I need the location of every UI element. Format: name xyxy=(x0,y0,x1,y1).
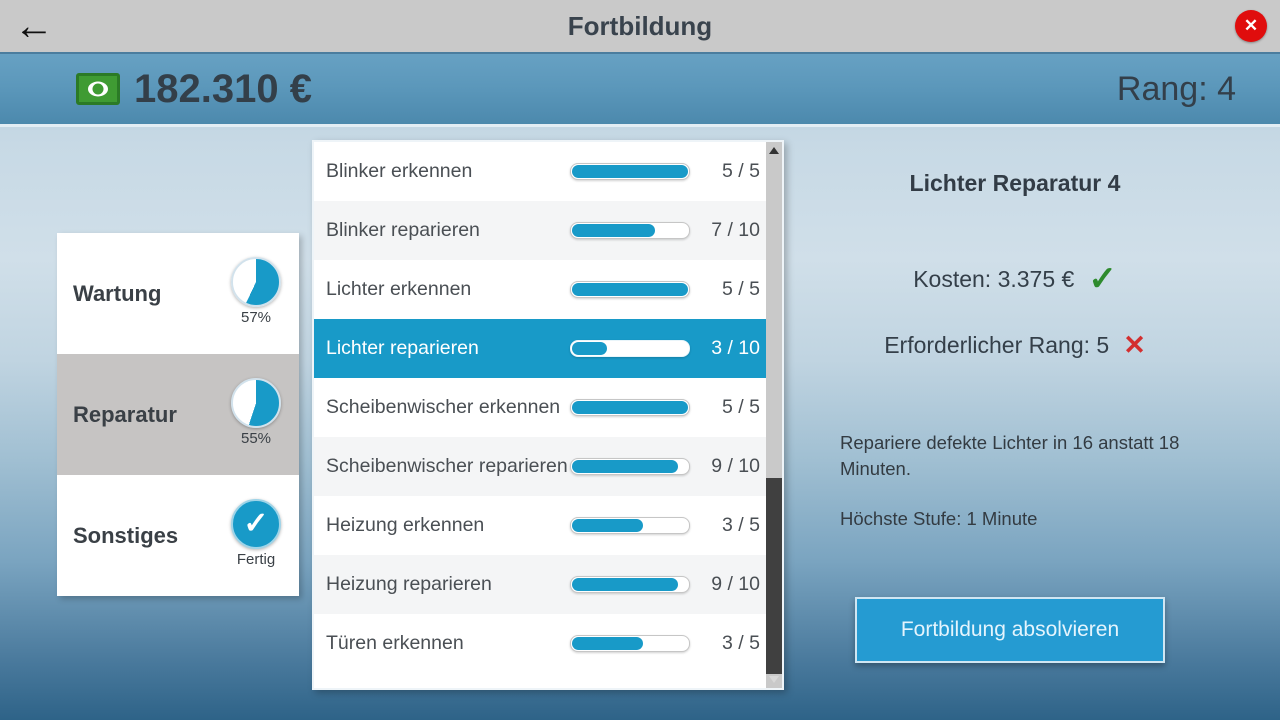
scrollbar-thumb[interactable] xyxy=(766,478,782,674)
category-label: Sonstiges xyxy=(73,522,179,548)
skill-row[interactable]: Scheibenwischer erkennen 5 / 5 xyxy=(314,378,766,437)
category-progress-caption: 55% xyxy=(240,430,272,447)
skill-row[interactable]: Scheibenwischer reparieren 9 / 10 xyxy=(314,437,766,496)
status-bar: 182.310 € Rang: 4 xyxy=(0,52,1280,127)
cost-line: Kosten: 3.375 € ✓ xyxy=(820,262,1210,296)
skill-label: Lichter erkennen xyxy=(326,278,472,300)
skill-progress-fill xyxy=(572,283,688,296)
skill-progress-fill xyxy=(572,460,679,473)
skill-progressbar xyxy=(570,399,690,416)
close-icon: ✕ xyxy=(1243,16,1259,35)
skill-fraction: 3 / 5 xyxy=(722,514,760,536)
skill-progressbar xyxy=(570,635,690,652)
skill-fraction: 7 / 10 xyxy=(711,219,760,241)
skill-label: Heizung reparieren xyxy=(326,573,492,595)
category-reparatur[interactable]: Reparatur 55% xyxy=(57,354,299,475)
max-level-text: Höchste Stufe: 1 Minute xyxy=(840,508,1038,529)
skill-progressbar xyxy=(570,517,690,534)
complete-training-button[interactable]: Fortbildung absolvieren xyxy=(855,597,1165,663)
category-progress-caption: 57% xyxy=(240,309,272,326)
skill-fraction: 3 / 5 xyxy=(722,632,760,654)
skill-row[interactable]: Lichter erkennen 5 / 5 xyxy=(314,260,766,319)
skill-fraction: 5 / 5 xyxy=(722,278,760,300)
skill-progress-fill xyxy=(572,401,688,414)
category-label: Reparatur xyxy=(73,401,177,427)
skill-progress-fill xyxy=(572,578,679,591)
skill-label: Blinker erkennen xyxy=(326,160,473,182)
back-button[interactable]: ← xyxy=(10,2,58,50)
money-icon xyxy=(76,73,120,105)
skill-progressbar xyxy=(570,163,690,180)
skill-progress-fill xyxy=(572,519,643,532)
skill-list-panel: Blinker erkennen 5 / 5 Blinker repariere… xyxy=(312,140,784,690)
check-icon: ✓ xyxy=(1088,260,1117,298)
rank-requirement-label: Erforderlicher Rang: 5 xyxy=(884,332,1110,358)
skill-progressbar xyxy=(570,281,690,298)
complete-training-label: Fortbildung absolvieren xyxy=(900,618,1120,641)
title-bar: ← Fortbildung ✕ xyxy=(0,0,1280,52)
skill-progressbar xyxy=(570,576,690,593)
skill-row[interactable]: Heizung erkennen 3 / 5 xyxy=(314,496,766,555)
skill-fraction: 5 / 5 xyxy=(722,396,760,418)
window-title: Fortbildung xyxy=(567,10,713,41)
skill-row[interactable]: Blinker erkennen 5 / 5 xyxy=(314,142,766,201)
scrollbar[interactable] xyxy=(766,142,782,688)
category-sidebar: Wartung 57% Reparatur 55% Sonstiges ✓ Fe… xyxy=(57,233,299,596)
skill-progressbar xyxy=(570,340,690,357)
skill-label: Scheibenwischer erkennen xyxy=(326,396,561,418)
category-progress-caption: Fertig xyxy=(236,551,276,568)
category-sonstiges[interactable]: Sonstiges ✓ Fertig xyxy=(57,475,299,596)
skill-row[interactable]: Heizung reparieren 9 / 10 xyxy=(314,555,766,614)
category-progress-pie xyxy=(231,257,281,307)
skill-progressbar xyxy=(570,222,690,239)
skill-row[interactable]: Blinker reparieren 7 / 10 xyxy=(314,201,766,260)
category-label: Wartung xyxy=(73,280,162,306)
skill-progress-fill xyxy=(572,342,608,355)
category-progress-pie: ✓ xyxy=(231,499,281,549)
cost-label: Kosten: 3.375 € xyxy=(913,265,1075,292)
rank-requirement-line: Erforderlicher Rang: 5 ✕ xyxy=(820,332,1210,359)
skill-row[interactable]: Türen erkennen 3 / 5 xyxy=(314,614,766,673)
skill-fraction: 3 / 10 xyxy=(711,337,760,359)
rank-display: Rang: 4 xyxy=(1116,69,1236,108)
money-amount: 182.310 € xyxy=(134,66,312,111)
skill-label: Blinker reparieren xyxy=(326,219,480,241)
category-wartung[interactable]: Wartung 57% xyxy=(57,233,299,354)
skill-progressbar xyxy=(570,458,690,475)
skill-label: Lichter reparieren xyxy=(326,337,479,359)
skill-fraction: 9 / 10 xyxy=(711,455,760,477)
back-arrow-icon: ← xyxy=(14,4,54,48)
skill-progress-fill xyxy=(572,637,643,650)
skill-label: Scheibenwischer reparieren xyxy=(326,455,568,477)
category-progress-pie xyxy=(231,378,281,428)
close-button[interactable]: ✕ xyxy=(1235,10,1267,42)
skill-progress-fill xyxy=(572,224,655,237)
skill-label: Heizung erkennen xyxy=(326,514,485,536)
scroll-down-button[interactable] xyxy=(769,676,779,683)
cross-icon: ✕ xyxy=(1123,330,1146,360)
detail-title: Lichter Reparatur 4 xyxy=(909,170,1121,196)
skill-fraction: 9 / 10 xyxy=(711,573,760,595)
check-icon: ✓ xyxy=(243,507,269,540)
skill-row[interactable]: Lichter reparieren 3 / 10 xyxy=(314,319,766,378)
money-display: 182.310 € xyxy=(76,54,312,124)
skill-description: Repariere defekte Lichter in 16 anstatt … xyxy=(840,432,1180,479)
scroll-up-button[interactable] xyxy=(769,147,779,154)
skill-fraction: 5 / 5 xyxy=(722,160,760,182)
skill-progress-fill xyxy=(572,165,688,178)
skill-label: Türen erkennen xyxy=(326,632,464,654)
skill-list: Blinker erkennen 5 / 5 Blinker repariere… xyxy=(314,142,766,673)
